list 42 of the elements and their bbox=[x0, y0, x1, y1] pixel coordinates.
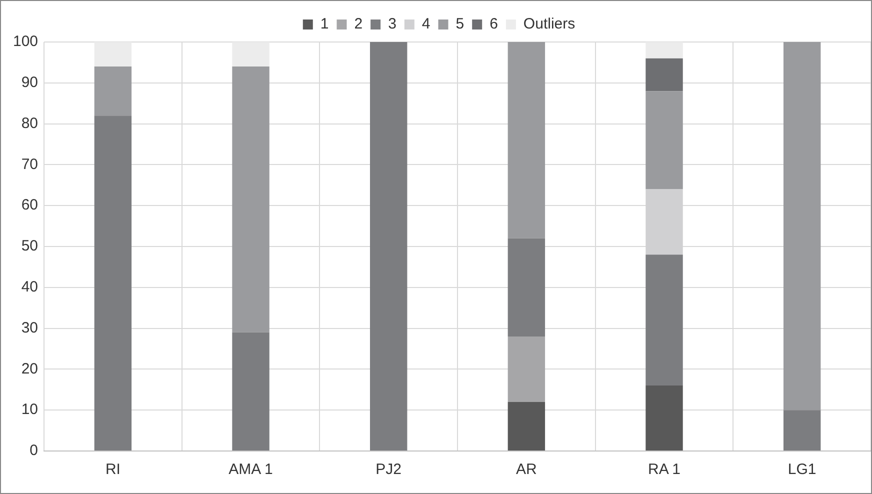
bar bbox=[94, 42, 132, 67]
x-tick-label: RA 1 bbox=[648, 461, 681, 478]
bar bbox=[94, 116, 132, 450]
bar bbox=[646, 58, 683, 92]
bar bbox=[508, 402, 546, 450]
bar bbox=[232, 42, 270, 67]
y-tick-label: 90 bbox=[21, 74, 38, 92]
bar bbox=[508, 336, 546, 402]
y-tick-label: 40 bbox=[21, 278, 38, 296]
legend-label: 6 bbox=[490, 16, 498, 33]
y-tick-label: 0 bbox=[30, 442, 38, 460]
legend-label: 2 bbox=[354, 16, 363, 33]
legend-label: 4 bbox=[422, 16, 430, 33]
bar bbox=[783, 42, 821, 410]
x-tick-label: PJ2 bbox=[376, 461, 402, 478]
bar bbox=[646, 386, 683, 450]
bar bbox=[646, 254, 683, 386]
x-tick-label: AMA 1 bbox=[228, 461, 273, 478]
bar bbox=[370, 42, 408, 450]
y-tick-label: 30 bbox=[21, 319, 38, 336]
bar bbox=[232, 332, 270, 450]
legend-label: 3 bbox=[388, 16, 396, 33]
legend-label: 1 bbox=[320, 16, 329, 33]
x-tick-label: AR bbox=[516, 461, 538, 478]
legend-label: 5 bbox=[456, 16, 464, 33]
y-tick-label: 100 bbox=[12, 33, 38, 50]
bar bbox=[508, 238, 546, 336]
x-tick-label: LG1 bbox=[788, 461, 816, 478]
bar bbox=[94, 66, 132, 116]
y-tick-label: 80 bbox=[21, 114, 38, 132]
y-tick-label: 50 bbox=[21, 238, 38, 255]
y-tick-label: 10 bbox=[21, 401, 38, 418]
x-tick-label: RI bbox=[105, 461, 120, 478]
bar bbox=[646, 91, 683, 190]
bar bbox=[646, 42, 683, 58]
bar bbox=[232, 66, 270, 332]
y-tick-label: 60 bbox=[21, 196, 38, 214]
y-tick-label: 70 bbox=[21, 156, 38, 173]
legend-label: Outliers bbox=[523, 16, 576, 33]
bar bbox=[508, 42, 546, 238]
bar bbox=[783, 410, 821, 450]
y-tick-label: 20 bbox=[21, 360, 38, 378]
